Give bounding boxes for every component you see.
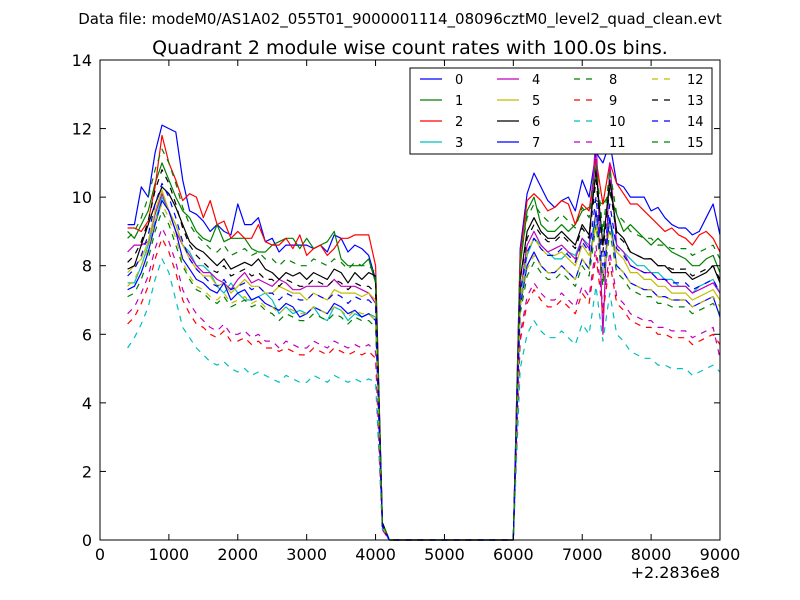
legend-label-4: 4 <box>532 73 540 88</box>
legend-label-11: 11 <box>609 136 626 151</box>
legend-label-5: 5 <box>532 94 540 109</box>
legend-label-15: 15 <box>687 136 704 151</box>
legend-label-0: 0 <box>455 73 463 88</box>
tick-layer: 0 1000 2000 3000 4000 5000 6000 7000 8000 9000 0 2 4… <box>72 51 741 564</box>
legend-label-2: 2 <box>455 115 463 130</box>
x-offset-label: +2.2836e8 <box>631 563 720 582</box>
x-tick-label: 8000 <box>631 545 672 564</box>
y-tick-label: 6 <box>82 325 92 344</box>
y-tick-label: 8 <box>82 257 92 276</box>
legend-label-1: 1 <box>455 94 463 109</box>
x-tick-label: 6000 <box>493 545 534 564</box>
x-tick-label: 4000 <box>355 545 396 564</box>
y-tick-label: 2 <box>82 462 92 481</box>
legend-label-14: 14 <box>687 115 704 130</box>
series-line-11 <box>127 227 721 541</box>
series-line-9 <box>127 237 721 541</box>
plot-frame <box>99 59 721 541</box>
x-tick-label: 9000 <box>700 545 741 564</box>
y-tick-label: 14 <box>72 51 92 70</box>
series-line-15 <box>127 148 721 541</box>
x-tick-label: 5000 <box>424 545 465 564</box>
x-tick-label: 3000 <box>286 545 327 564</box>
x-tick-label: 7000 <box>562 545 603 564</box>
figure-suptitle: Data file: modeM0/AS1A02_055T01_90000011… <box>78 10 722 29</box>
legend-label-9: 9 <box>609 94 617 109</box>
legend-label-10: 10 <box>609 115 626 130</box>
y-tick-label: 12 <box>72 120 92 139</box>
legend-label-13: 13 <box>687 94 704 109</box>
legend-label-3: 3 <box>455 136 463 151</box>
legend-label-8: 8 <box>609 73 617 88</box>
legend-frame <box>409 67 713 155</box>
x-tick-label: 2000 <box>217 545 258 564</box>
y-tick-label: 0 <box>82 531 92 550</box>
legend-label-12: 12 <box>687 73 704 88</box>
legend-label-7: 7 <box>532 136 540 151</box>
chart-title: Quadrant 2 module wise count rates with … <box>152 37 668 59</box>
x-tick-label: 1000 <box>149 545 190 564</box>
y-tick-label: 4 <box>82 394 92 413</box>
y-tick-label: 10 <box>72 188 92 207</box>
series-line-13 <box>127 169 721 541</box>
x-tick-label: 0 <box>95 545 105 564</box>
series-line-8 <box>127 210 721 541</box>
legend-label-6: 6 <box>532 115 540 130</box>
